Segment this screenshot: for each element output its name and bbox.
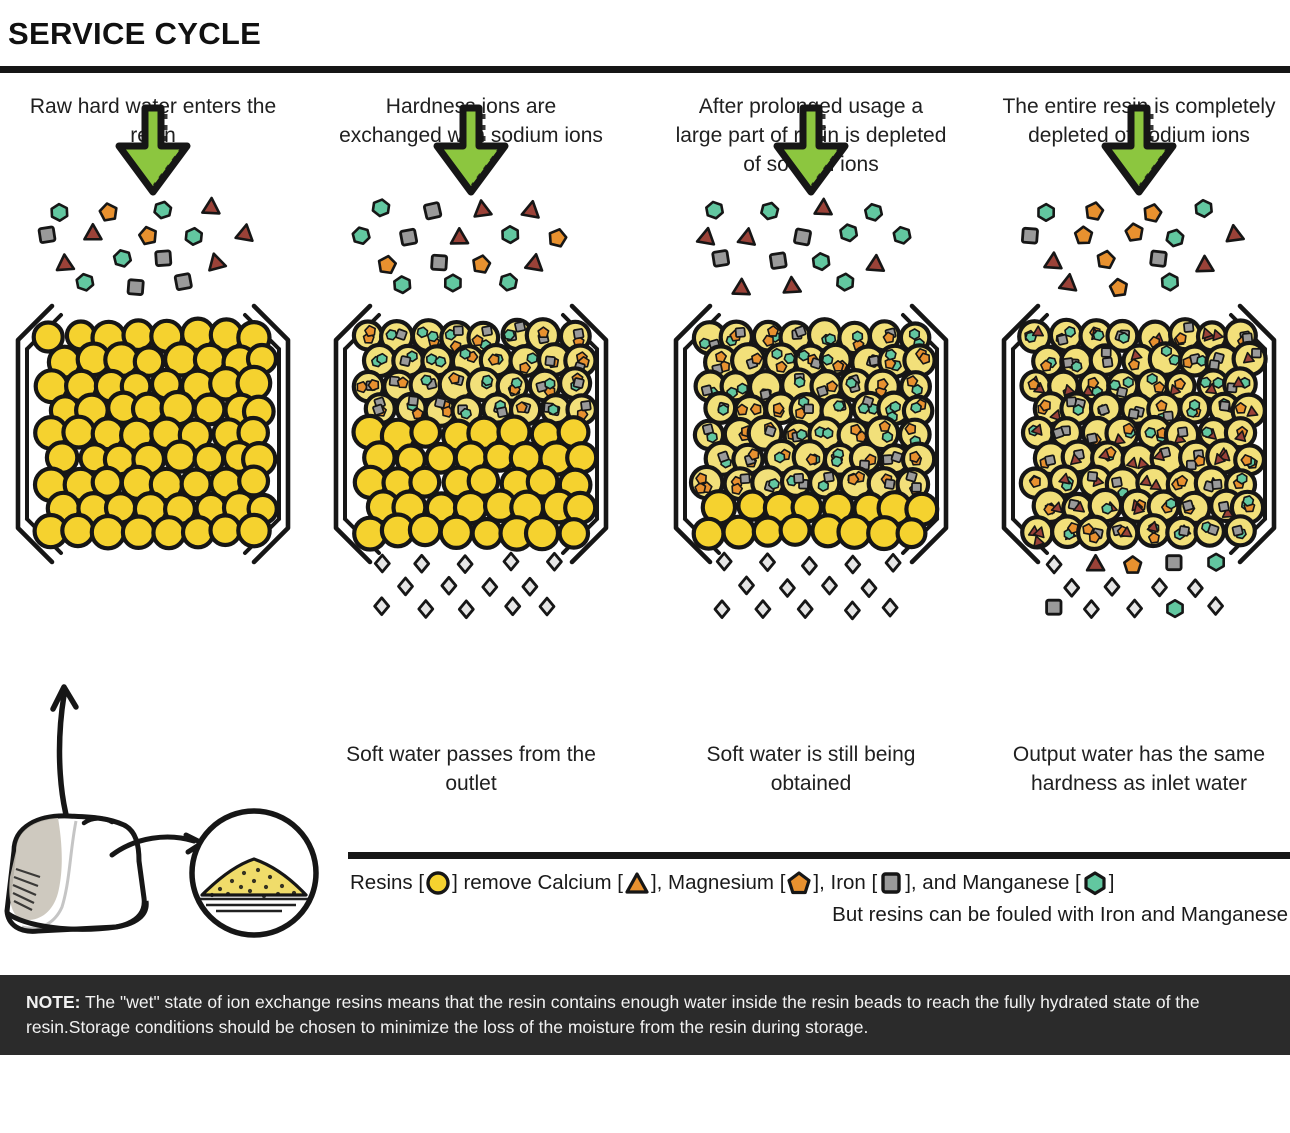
stage-1-inlet-arrow (109, 106, 197, 196)
legend-text-iron: ], Iron [ (813, 871, 878, 894)
stage-3-resin-tank (666, 300, 956, 568)
page-title: SERVICE CYCLE (8, 16, 262, 51)
note-bar (0, 975, 1290, 1055)
stage-4-outlet-water (1034, 552, 1244, 630)
legend-text-magnesium: ], Magnesium [ (650, 871, 786, 894)
stage-3-inlet-arrow (767, 106, 855, 196)
legend-line-2: But resins can be fouled with Iron and M… (832, 903, 1288, 926)
iron-square-icon (878, 870, 904, 896)
stage-4-resin-tank (994, 300, 1284, 568)
resin-bag-illustration (0, 655, 326, 955)
stage-4-inlet-arrow (1095, 106, 1183, 196)
stage-3-inlet-ion-cloud (691, 197, 931, 298)
resin-bead-icon (425, 870, 451, 896)
stage-4-caption-bottom: Output water has the same hardness as in… (1012, 743, 1266, 795)
stage-4-inlet-ion-cloud (1019, 198, 1259, 298)
legend-divider (348, 852, 1290, 859)
stage-2-inlet-arrow (427, 106, 515, 196)
stage-3-caption-bottom: Soft water is still being obtained (706, 743, 916, 795)
calcium-triangle-icon (624, 870, 650, 896)
stage-2-outlet-water (366, 551, 576, 630)
legend-text-close: ] (1108, 871, 1115, 894)
stage-1-inlet-ion-cloud (33, 196, 273, 298)
manganese-hexagon-icon (1082, 870, 1108, 896)
header-divider (0, 66, 1290, 73)
stage-2-inlet-ion-cloud (350, 197, 591, 298)
bag-to-magnifier-arrow (109, 834, 197, 858)
stage-2-caption-bottom: Soft water passes from the outlet (346, 743, 596, 795)
stage-2-resin-tank (326, 300, 616, 568)
note-body: The "wet" state of ion exchange resins m… (26, 992, 1200, 1037)
stage-1-resin-tank (8, 300, 298, 568)
legend-text-calcium: ] remove Calcium [ (452, 871, 623, 894)
legend-line-1: Resins [ ] remove Calcium [ ], Magnesium… (350, 870, 1290, 896)
magnesium-pentagon-icon (786, 870, 812, 896)
note-label: NOTE: (26, 992, 81, 1012)
legend-text-manganese: ], and Manganese [ (905, 871, 1081, 894)
stage-3-outlet-water (706, 551, 916, 630)
legend-text-resins: Resins [ (350, 871, 425, 894)
note-text: NOTE: The "wet" state of ion exchange re… (26, 990, 1266, 1040)
